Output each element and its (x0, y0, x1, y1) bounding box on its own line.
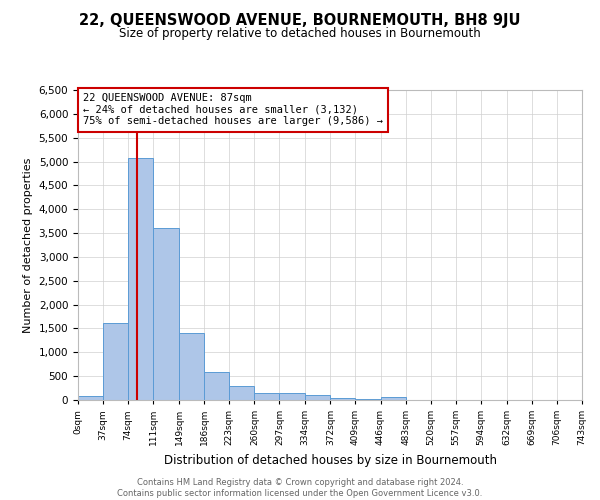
Bar (153, 228, 179, 400)
Bar (305, 395, 331, 400)
Y-axis label: Number of detached properties: Number of detached properties (23, 158, 33, 332)
Bar (103, 322, 128, 400)
Bar (179, 333, 204, 400)
X-axis label: Distribution of detached houses by size in Bournemouth: Distribution of detached houses by size … (163, 454, 497, 466)
Bar (229, 386, 254, 400)
Text: 22, QUEENSWOOD AVENUE, BOURNEMOUTH, BH8 9JU: 22, QUEENSWOOD AVENUE, BOURNEMOUTH, BH8 … (79, 12, 521, 28)
Bar (254, 392, 280, 400)
Bar (78, 396, 103, 400)
Bar (280, 393, 305, 400)
Text: Contains HM Land Registry data © Crown copyright and database right 2024.
Contai: Contains HM Land Registry data © Crown c… (118, 478, 482, 498)
Bar (331, 398, 355, 400)
Bar (355, 398, 380, 400)
Bar (128, 158, 153, 400)
Text: 22 QUEENSWOOD AVENUE: 87sqm
← 24% of detached houses are smaller (3,132)
75% of : 22 QUEENSWOOD AVENUE: 87sqm ← 24% of det… (83, 93, 383, 126)
Bar (204, 372, 229, 400)
Bar (380, 398, 406, 400)
Text: Size of property relative to detached houses in Bournemouth: Size of property relative to detached ho… (119, 28, 481, 40)
